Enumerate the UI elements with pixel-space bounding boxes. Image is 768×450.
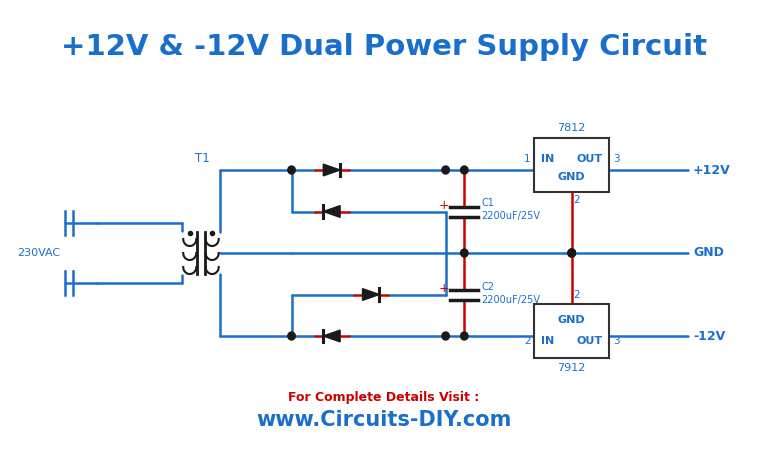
Bar <box>535 304 609 358</box>
Circle shape <box>568 249 575 257</box>
Circle shape <box>461 249 468 257</box>
Polygon shape <box>323 206 340 217</box>
Text: 3: 3 <box>613 153 620 163</box>
Text: GND: GND <box>558 172 585 182</box>
Text: GND: GND <box>693 247 724 260</box>
Text: 230VAC: 230VAC <box>17 248 60 258</box>
Text: T1: T1 <box>194 152 209 165</box>
Circle shape <box>288 166 295 174</box>
Circle shape <box>461 332 468 340</box>
Text: +: + <box>439 282 449 295</box>
Text: 2200uF/25V: 2200uF/25V <box>481 212 540 221</box>
Text: 2: 2 <box>524 336 531 346</box>
Text: 2200uF/25V: 2200uF/25V <box>481 294 540 305</box>
Text: C2: C2 <box>481 282 494 292</box>
Circle shape <box>288 332 295 340</box>
Text: 3: 3 <box>613 336 620 346</box>
Bar <box>535 138 609 192</box>
Text: +: + <box>439 199 449 212</box>
Circle shape <box>568 249 575 257</box>
Text: 1: 1 <box>524 153 531 163</box>
Text: www.Circuits-DIY.com: www.Circuits-DIY.com <box>257 410 511 430</box>
Circle shape <box>442 332 449 340</box>
Text: IN: IN <box>541 336 554 346</box>
Text: GND: GND <box>558 315 585 325</box>
Circle shape <box>568 249 575 257</box>
Text: 7812: 7812 <box>558 123 586 133</box>
Text: For Complete Details Visit :: For Complete Details Visit : <box>288 392 480 405</box>
Text: 2: 2 <box>574 290 580 300</box>
Circle shape <box>461 166 468 174</box>
Text: +12V: +12V <box>693 163 731 176</box>
Circle shape <box>442 166 449 174</box>
Polygon shape <box>323 164 340 176</box>
Polygon shape <box>362 288 379 300</box>
Text: C1: C1 <box>481 198 494 208</box>
Text: +12V & -12V Dual Power Supply Circuit: +12V & -12V Dual Power Supply Circuit <box>61 33 707 61</box>
Polygon shape <box>323 330 340 342</box>
Text: OUT: OUT <box>577 336 603 346</box>
Text: -12V: -12V <box>693 329 725 342</box>
Text: 7912: 7912 <box>558 363 586 373</box>
Text: 2: 2 <box>574 195 580 205</box>
Text: OUT: OUT <box>577 153 603 163</box>
Text: IN: IN <box>541 153 554 163</box>
